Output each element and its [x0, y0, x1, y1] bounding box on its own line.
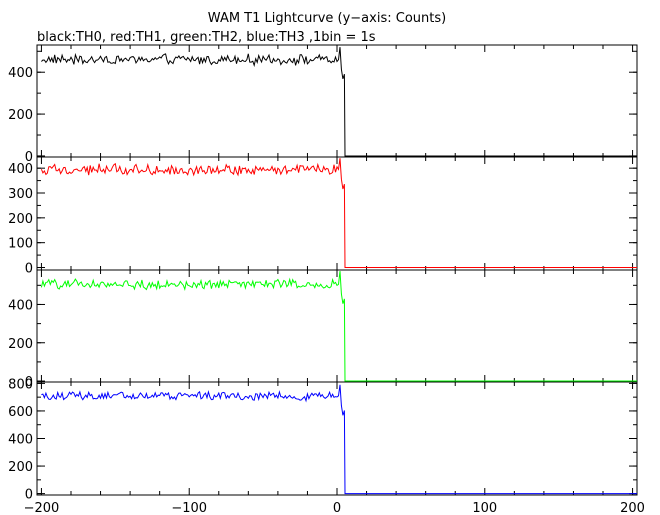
- panel-th2: 0 200 400: [8, 269, 638, 390]
- y-tick-label: 400: [8, 298, 33, 313]
- y-tick-label: 400: [8, 66, 33, 81]
- panel-frame: [36, 269, 638, 383]
- y-tick-label: 0: [25, 488, 33, 503]
- y-tick-label: 400: [8, 162, 33, 177]
- panel-th1: 0 100 200 300 400: [8, 156, 638, 277]
- x-tick-label: −200: [24, 501, 60, 515]
- panel-frame: [36, 381, 638, 496]
- panel-th0: 0 200 400: [8, 44, 638, 165]
- y-tick-label: 0: [25, 150, 33, 165]
- series-line-th3: [41, 384, 637, 495]
- y-tick-label: 200: [8, 337, 33, 352]
- y-tick-label: 100: [8, 237, 33, 252]
- y-tick-label: 0: [25, 375, 33, 390]
- y-tick-label: 300: [8, 187, 33, 202]
- x-axis: −200 −100 0 100 200: [24, 501, 645, 515]
- panel-th3: 0 200 400 600 800: [8, 377, 638, 503]
- series-line-th1: [40, 158, 637, 268]
- y-tick-label: 600: [8, 405, 33, 420]
- y-tick-label: 400: [8, 433, 33, 448]
- x-tick-label: −100: [171, 501, 207, 515]
- y-tick-label: 200: [8, 460, 33, 475]
- series-line-th0: [41, 47, 637, 157]
- y-tick-label: 200: [8, 212, 33, 227]
- chart-subtitle: black:TH0, red:TH1, green:TH2, blue:TH3 …: [37, 30, 376, 45]
- series-line-th2: [40, 270, 637, 382]
- x-tick-label: 0: [333, 501, 341, 515]
- y-tick-label: 800: [8, 377, 33, 392]
- chart-title: WAM T1 Lightcurve (y−axis: Counts): [208, 11, 446, 26]
- x-tick-label: 200: [620, 501, 645, 515]
- x-tick-label: 100: [472, 501, 497, 515]
- y-tick-label: 200: [8, 108, 33, 123]
- y-tick-label: 0: [25, 262, 33, 277]
